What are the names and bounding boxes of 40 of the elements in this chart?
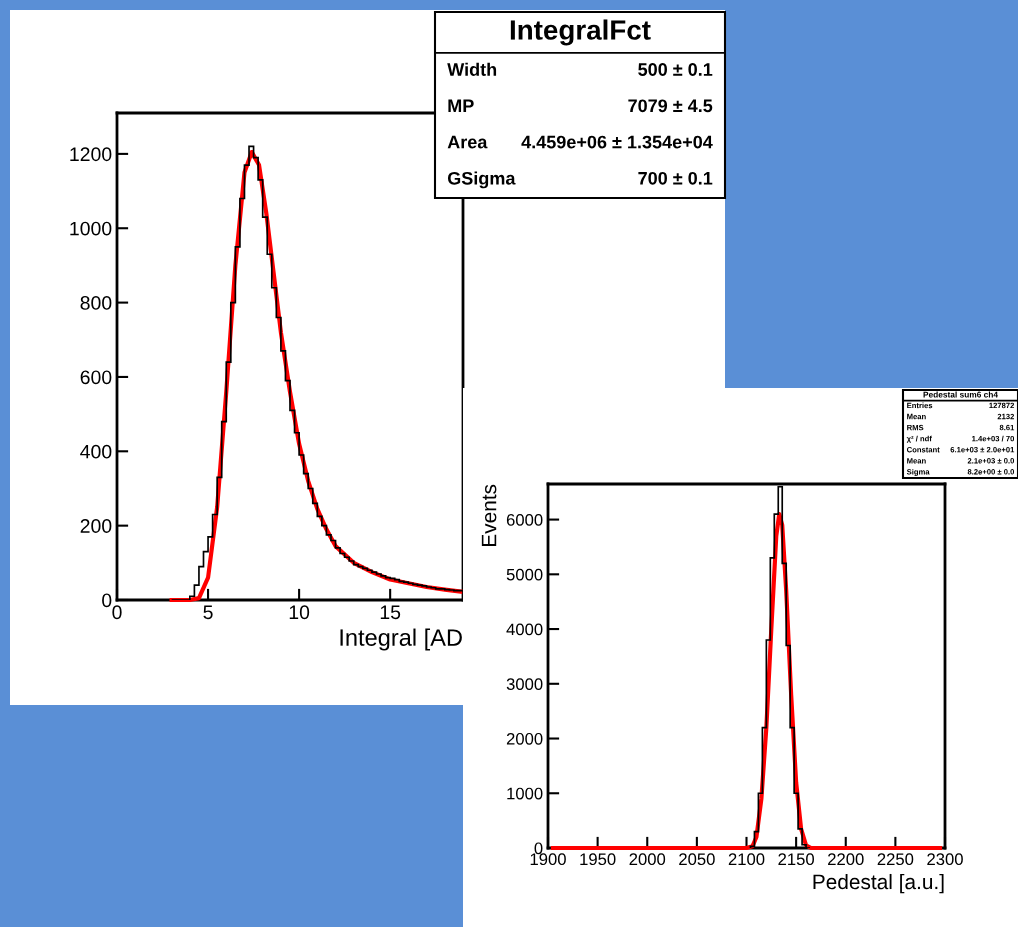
y-tick-label: 200 (80, 519, 112, 533)
y-tick-label: 3000 (506, 678, 543, 690)
x-tick-label: 2150 (778, 853, 815, 866)
text: Pedestal sum6 ch4 (923, 391, 998, 398)
text: IntegralFct (510, 19, 651, 46)
y-tick-label: 5000 (506, 568, 543, 581)
text: 7079 ± 4.5 (628, 99, 713, 113)
x-tick-label: 2250 (877, 853, 914, 866)
x-axis-title: Pedestal [a.u.] (813, 873, 944, 894)
x-tick-label: 1900 (530, 853, 566, 866)
text: 700 ± 0.1 (638, 171, 713, 185)
annotation: GSigma (447, 171, 516, 189)
text: Width (447, 62, 497, 76)
y-tick-label: 6000 (506, 513, 543, 526)
x-tick-label: 15 (380, 605, 401, 620)
y-tick-label: 1000 (507, 787, 543, 800)
x-tick-label: 0 (112, 605, 122, 620)
y-tick-label: 600 (80, 370, 112, 385)
x-tick-label: 2300 (927, 853, 963, 866)
y-tick-label: 1200 (70, 147, 112, 162)
text: 4.459e+06 ± 1.354e+04 (521, 135, 713, 149)
x-axis-title: Integral [AD (340, 628, 462, 651)
y-tick-label: 400 (80, 444, 112, 459)
text: MP (448, 99, 474, 112)
x-tick-label: 2000 (629, 853, 666, 866)
text: 500 ± 0.1 (638, 63, 713, 76)
x-tick-label: 2050 (679, 853, 715, 866)
y-tick-label: 2000 (506, 732, 543, 745)
x-tick-label: 1950 (580, 853, 616, 866)
y-tick-label: 4000 (506, 623, 543, 636)
y-tick-label: 800 (80, 296, 112, 310)
y-tick-label: 0 (534, 842, 543, 855)
x-tick-label: 10 (289, 605, 310, 620)
y-axis-title: Events (481, 484, 497, 546)
x-tick-label: 5 (203, 605, 213, 620)
annotation: Area (447, 135, 488, 149)
y-tick-label: 1000 (70, 221, 112, 236)
y-tick-label: 0 (102, 593, 112, 608)
x-tick-label: 2200 (828, 853, 864, 866)
x-tick-label: 2100 (728, 853, 765, 866)
